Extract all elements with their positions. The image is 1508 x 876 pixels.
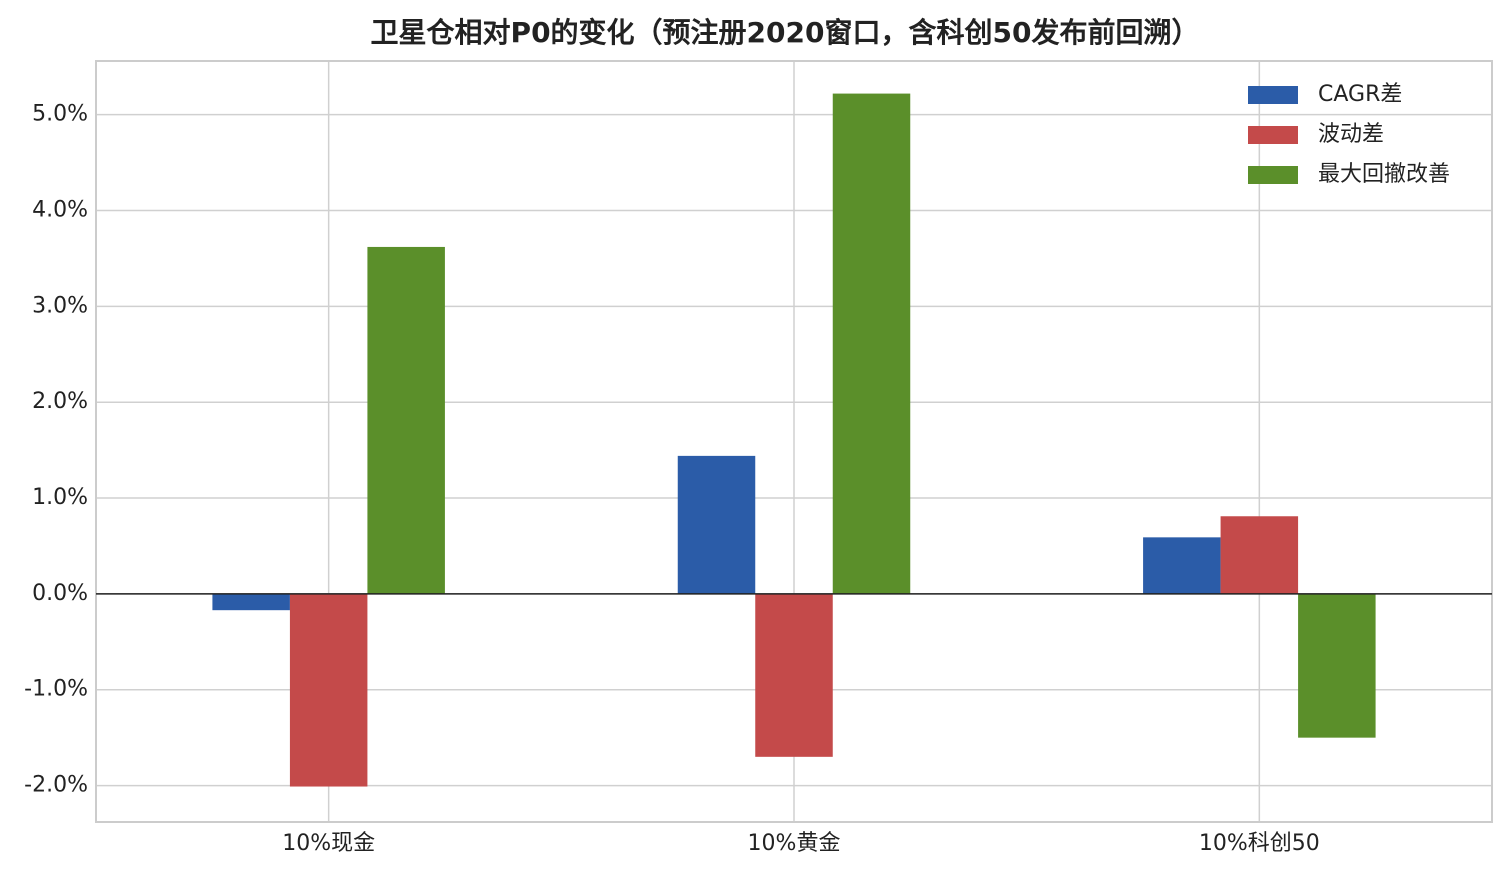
bar [832, 93, 911, 594]
bar [367, 246, 445, 594]
x-tick-label: 10%科创50 [1199, 831, 1320, 856]
y-tick-label: 2.0% [32, 389, 88, 414]
legend-swatch [1248, 166, 1298, 184]
legend-label: 波动差 [1318, 122, 1384, 147]
bar [677, 455, 756, 594]
bar [1220, 516, 1299, 594]
y-tick-label: 5.0% [32, 102, 88, 127]
bar [289, 593, 368, 787]
y-tick-label: -2.0% [24, 773, 88, 798]
bar [1298, 593, 1376, 738]
plot-frame [95, 60, 1493, 823]
legend-label: 最大回撤改善 [1318, 162, 1450, 187]
legend-swatch [1248, 126, 1298, 144]
x-tick-label: 10%现金 [282, 831, 375, 856]
y-tick-label: 1.0% [32, 485, 88, 510]
legend-label: CAGR差 [1318, 82, 1402, 107]
legend-swatch [1248, 86, 1298, 104]
y-tick-label: 3.0% [32, 293, 88, 318]
bar [755, 593, 833, 757]
y-tick-label: 4.0% [32, 198, 88, 223]
bar [1143, 537, 1221, 594]
y-tick-label: 0.0% [32, 581, 88, 606]
chart-title: 卫星仓相对P0的变化（预注册2020窗口，含科创50发布前回溯） [371, 16, 1200, 49]
x-tick-label: 10%黄金 [748, 831, 841, 856]
y-tick-label: -1.0% [24, 677, 88, 702]
bar [212, 593, 290, 611]
